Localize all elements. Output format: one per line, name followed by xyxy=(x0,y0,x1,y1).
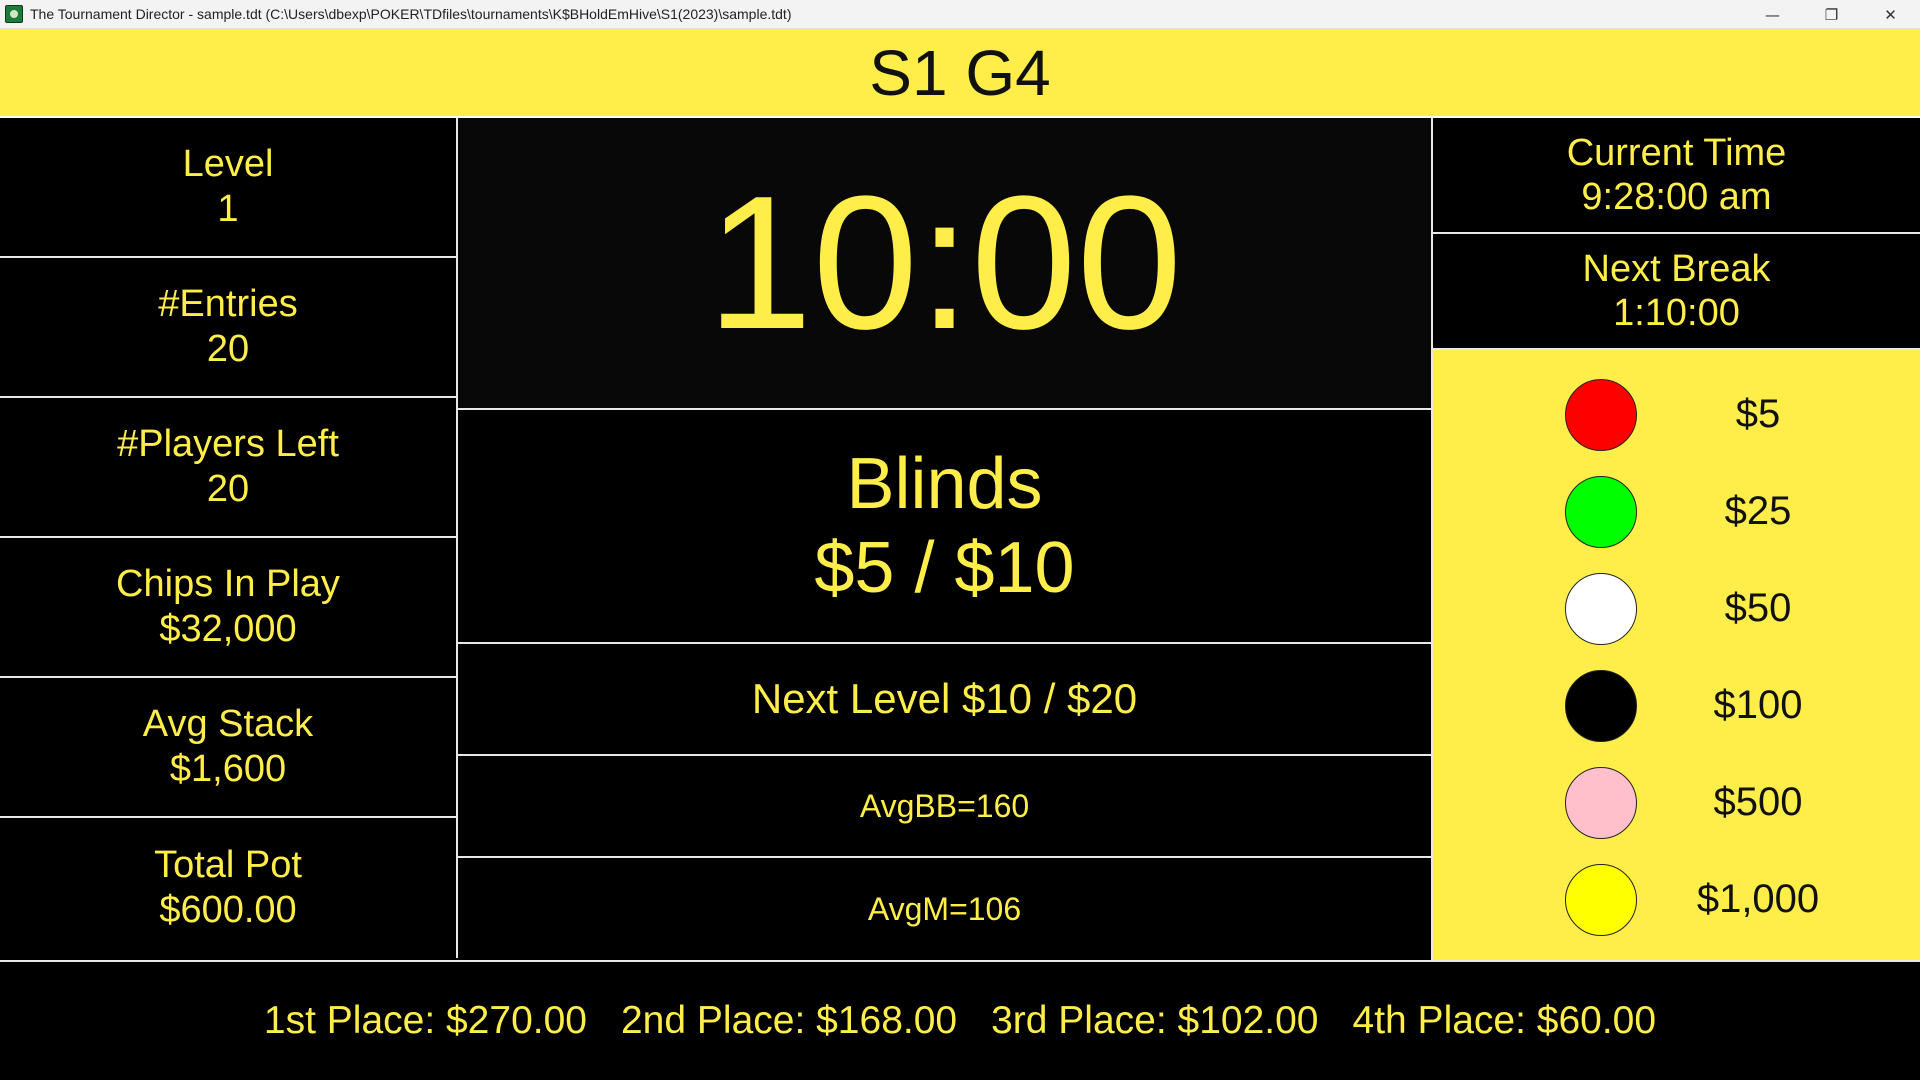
blinds-value: $5 / $10 xyxy=(814,528,1075,608)
chip-green-icon xyxy=(1565,475,1637,548)
info-column: Current Time 9:28:00 am Next Break 1:10:… xyxy=(1431,118,1920,960)
stat-chips-in-play: Chips In Play $32,000 xyxy=(0,538,458,678)
stat-value: 20 xyxy=(206,468,250,510)
tournament-title: S1 G4 xyxy=(869,36,1051,109)
chip-black-icon xyxy=(1565,669,1637,742)
chip-value: $50 xyxy=(1724,586,1792,630)
app-icon xyxy=(5,5,23,23)
close-button[interactable]: ✕ xyxy=(1884,5,1897,24)
stat-total-pot: Total Pot $600.00 xyxy=(0,818,458,958)
chip-white-icon xyxy=(1565,572,1637,645)
chip-value: $5 xyxy=(1735,392,1781,436)
avg-bb-text: AvgBB=160 xyxy=(859,787,1030,824)
restore-button[interactable]: ❐ xyxy=(1824,5,1839,24)
stat-players-left: #Players Left 20 xyxy=(0,398,458,538)
next-break-panel: Next Break 1:10:00 xyxy=(1433,234,1920,350)
next-level-panel: Next Level $10 / $20 xyxy=(458,644,1431,756)
chip-pink-icon xyxy=(1565,766,1637,839)
window-title-bar[interactable]: The Tournament Director - sample.tdt (C:… xyxy=(0,0,1920,29)
chip-value: $25 xyxy=(1724,489,1792,533)
level-clock[interactable]: 10:00 xyxy=(458,118,1431,410)
next-break-value: 1:10:00 xyxy=(1613,292,1740,334)
current-time-value: 9:28:00 am xyxy=(1581,176,1772,218)
stat-value: 1 xyxy=(217,188,239,230)
payout-1st: 1st Place: $270.00 xyxy=(263,999,587,1042)
stat-label: #Players Left xyxy=(117,423,339,465)
payout-2nd: 2nd Place: $168.00 xyxy=(620,999,958,1042)
stat-value: 20 xyxy=(206,328,250,370)
avg-m-panel: AvgM=106 xyxy=(458,858,1431,960)
current-time-label: Current Time xyxy=(1566,132,1787,174)
stat-value: $32,000 xyxy=(159,608,297,650)
avg-m-text: AvgM=106 xyxy=(867,890,1022,927)
stat-label: Total Pot xyxy=(154,844,302,886)
tournament-header: S1 G4 xyxy=(0,29,1920,118)
clock-column: 10:00 Blinds $5 / $10 Next Level $10 / $… xyxy=(458,118,1431,960)
chip-value: $100 xyxy=(1713,683,1803,727)
stat-level: Level 1 xyxy=(0,118,458,258)
stat-entries: #Entries 20 xyxy=(0,258,458,398)
stat-label: Level xyxy=(182,143,274,185)
payout-3rd: 3rd Place: $102.00 xyxy=(991,999,1319,1042)
chip-row: $100 xyxy=(1433,657,1920,754)
window-title: The Tournament Director - sample.tdt (C:… xyxy=(30,6,792,22)
chip-red-icon xyxy=(1565,378,1637,451)
stats-column: Level 1 #Entries 20 #Players Left 20 Chi… xyxy=(0,118,458,960)
chip-row: $500 xyxy=(1433,754,1920,851)
chip-row: $1,000 xyxy=(1433,851,1920,948)
payout-4th: 4th Place: $60.00 xyxy=(1352,999,1657,1042)
stat-label: Chips In Play xyxy=(116,563,340,605)
stat-value: $600.00 xyxy=(159,889,297,931)
next-break-label: Next Break xyxy=(1582,248,1771,290)
countdown-timer: 10:00 xyxy=(706,157,1183,369)
next-level-text: Next Level $10 / $20 xyxy=(751,675,1138,722)
chip-yellow-icon xyxy=(1565,863,1637,936)
current-time-panel: Current Time 9:28:00 am xyxy=(1433,118,1920,234)
blinds-label: Blinds xyxy=(846,444,1043,524)
stat-label: #Entries xyxy=(158,283,298,325)
chip-row: $5 xyxy=(1433,366,1920,463)
blinds-panel: Blinds $5 / $10 xyxy=(458,410,1431,644)
stat-value: $1,600 xyxy=(169,748,287,790)
chip-value: $500 xyxy=(1713,780,1803,824)
minimize-button[interactable]: — xyxy=(1765,5,1780,24)
stat-avg-stack: Avg Stack $1,600 xyxy=(0,678,458,818)
stat-label: Avg Stack xyxy=(142,703,314,745)
payouts-bar: 1st Place: $270.00 2nd Place: $168.00 3r… xyxy=(0,960,1920,1080)
chip-value: $1,000 xyxy=(1696,877,1820,921)
avg-bb-panel: AvgBB=160 xyxy=(458,756,1431,858)
chip-row: $50 xyxy=(1433,560,1920,657)
chip-row: $25 xyxy=(1433,463,1920,560)
window-controls: — ❐ ✕ xyxy=(1743,0,1920,29)
chip-denominations-panel: $5 $25 $50 $100 $500 $1,000 xyxy=(1433,350,1920,960)
